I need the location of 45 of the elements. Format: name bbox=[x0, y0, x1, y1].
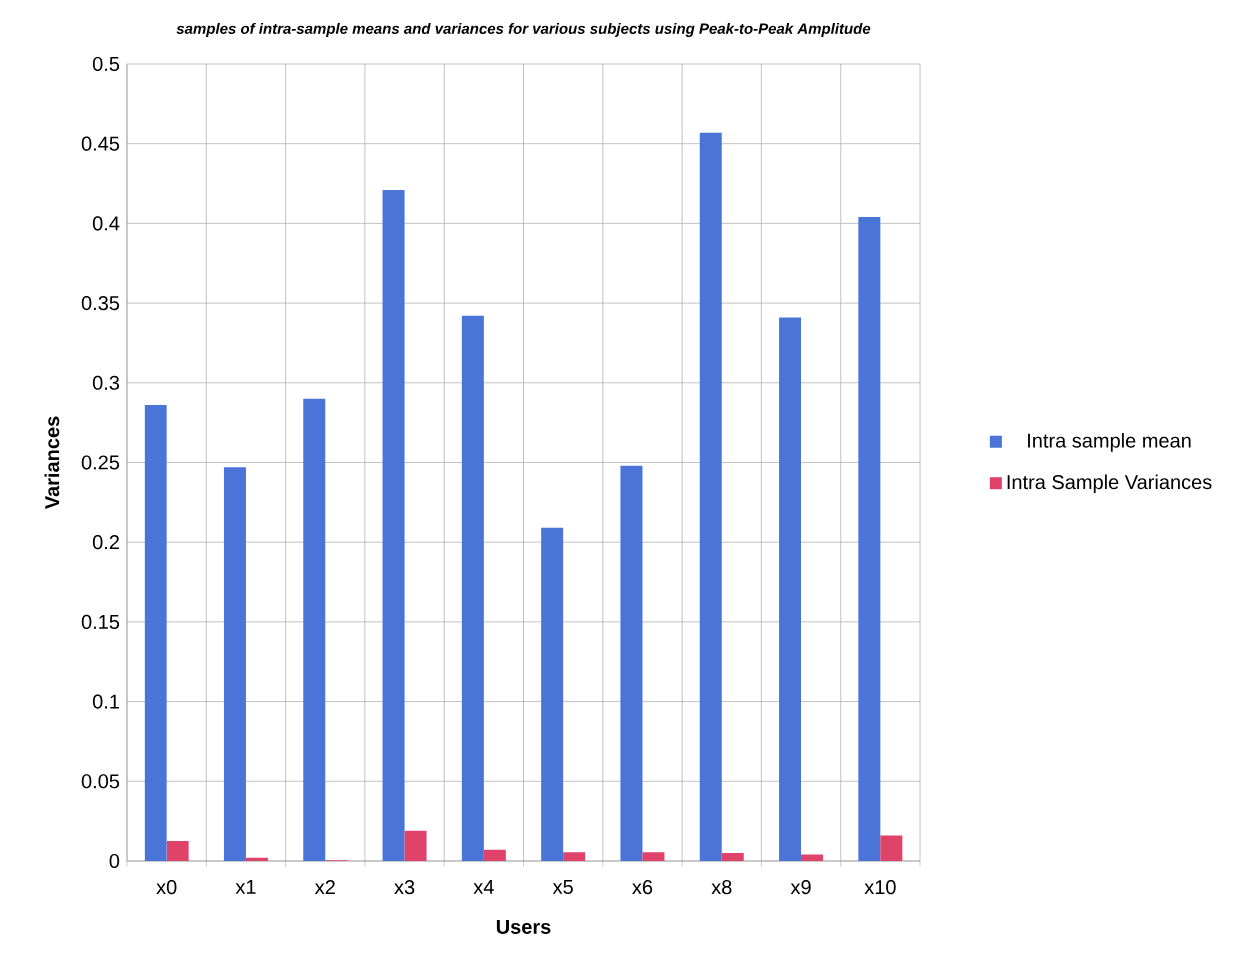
bar bbox=[382, 189, 405, 861]
bar bbox=[541, 527, 564, 861]
bar bbox=[563, 852, 586, 861]
bar bbox=[880, 835, 903, 861]
bar bbox=[642, 852, 665, 861]
bar bbox=[144, 405, 167, 861]
y-tick-label: 0.4 bbox=[92, 216, 120, 231]
bar bbox=[620, 465, 643, 861]
bar bbox=[303, 398, 326, 861]
x-tick-label: x8 bbox=[711, 880, 732, 895]
bar bbox=[223, 467, 246, 861]
y-tick-label: 0.15 bbox=[81, 614, 120, 629]
bar bbox=[461, 315, 484, 861]
y-tick-label: 0.35 bbox=[81, 296, 120, 311]
y-tick-label: 0.45 bbox=[81, 136, 120, 151]
y-tick-label: 0.5 bbox=[92, 56, 120, 72]
bar bbox=[404, 830, 427, 861]
bar bbox=[699, 132, 722, 861]
y-tick-label: 0.2 bbox=[92, 535, 119, 550]
y-tick-label: 0.05 bbox=[81, 774, 120, 789]
y-tick-label: 0.3 bbox=[92, 375, 120, 390]
bar bbox=[245, 857, 268, 861]
y-tick-label: 0 bbox=[109, 853, 120, 869]
legend-label: Intra Sample Variances bbox=[1007, 474, 1212, 494]
x-tick-label: x1 bbox=[235, 880, 256, 894]
x-tick-label: x9 bbox=[790, 880, 811, 895]
y-axis-title: Variances bbox=[44, 416, 60, 510]
chart-title: samples of intra-sample means and variances for various subjects using Peak-to-Peak Amplitude bbox=[176, 22, 871, 37]
y-tick-label: 0.25 bbox=[81, 455, 120, 470]
x-tick-label: x2 bbox=[314, 880, 335, 895]
x-tick-label: x3 bbox=[394, 880, 415, 895]
x-tick-label: x5 bbox=[552, 880, 573, 894]
bar bbox=[166, 841, 189, 861]
y-tick-label: 0.1 bbox=[92, 694, 119, 709]
bar bbox=[858, 217, 881, 861]
x-axis-title: Users bbox=[496, 919, 551, 934]
bar bbox=[801, 854, 824, 861]
x-tick-label: x4 bbox=[473, 880, 494, 894]
x-tick-label: x10 bbox=[864, 880, 896, 895]
x-tick-label: x6 bbox=[632, 880, 653, 895]
x-tick-label: x0 bbox=[156, 880, 177, 895]
bar bbox=[721, 853, 744, 861]
bar bbox=[483, 849, 506, 861]
bar bbox=[779, 317, 802, 861]
legend-label: Intra sample mean bbox=[1028, 432, 1191, 452]
